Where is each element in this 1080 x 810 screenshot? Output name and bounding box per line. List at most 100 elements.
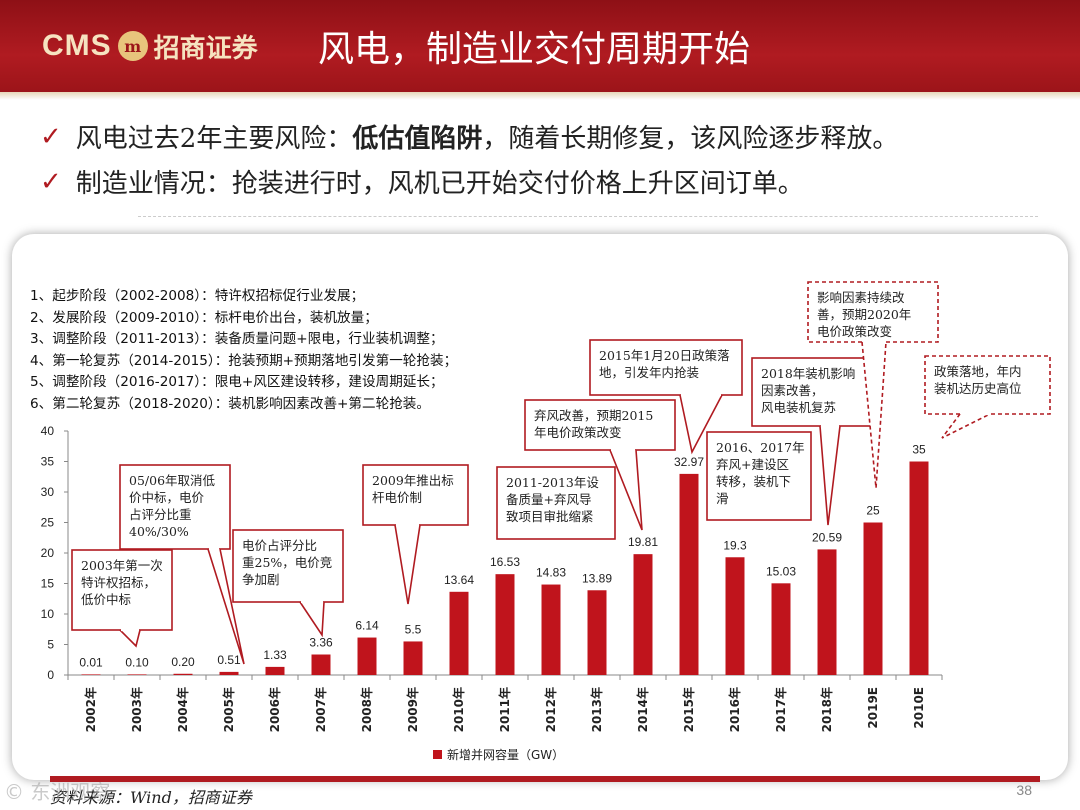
x-tick-label: 2015年 [681, 687, 696, 732]
bullet-1-prefix: 风电过去2年主要风险： [75, 124, 353, 154]
stage-item: 2、发展阶段（2009-2010）：标杆电价出台，装机放量； [30, 309, 378, 326]
stage-item: 1、起步阶段（2002-2008）：特许权招标促行业发展； [30, 288, 365, 304]
callout-text: 2003年第一次 [81, 558, 163, 573]
callout-pointer [941, 413, 991, 439]
callout-pointer [299, 601, 325, 638]
bar [909, 461, 929, 675]
callout-pointer [609, 449, 643, 531]
bullet-2-text: 制造业情况：抢装进行时，风机已开始交付价格上升区间订单。 [75, 169, 804, 199]
data-label: 13.89 [582, 571, 612, 585]
callout-box [71, 549, 173, 631]
x-tick-label: 2018年 [819, 687, 834, 732]
callout-text: 年电价政策改变 [534, 425, 622, 440]
legend-swatch [433, 750, 442, 759]
bar [357, 637, 377, 675]
callout-text: 善，预期2020年 [817, 307, 911, 322]
check-icon: ✓ [40, 121, 62, 152]
x-tick-label: 2014年 [635, 687, 650, 732]
logo-mark-icon: m [117, 31, 148, 61]
bullet-1-suffix: ，随着长期修复，该风险逐步释放。 [482, 124, 899, 154]
data-label: 19.81 [628, 535, 658, 549]
header-bar [0, 0, 1080, 92]
stage-item: 3、调整阶段（2011-2013）：装备质量问题+限电，行业装机调整； [30, 331, 444, 347]
callout-box [232, 529, 344, 603]
callout-text: 占评分比重 [129, 507, 192, 522]
callout-text: 政策落地，年内 [934, 364, 1022, 379]
data-label: 5.5 [405, 622, 422, 636]
callout-text: 2018年装机影响 [761, 366, 855, 381]
stage-list: 1、起步阶段（2002-2008）：特许权招标促行业发展； 2、发展阶段（200… [30, 286, 457, 415]
callout-text: 2015年1月20日政策落 [599, 348, 730, 363]
bullet-1-bold: 低估值陷阱 [352, 124, 483, 154]
callout-text: 低价中标 [81, 592, 131, 607]
callout-text: 2016、2017年 [716, 440, 805, 455]
callout-text: 特许权招标， [81, 575, 156, 590]
bar [311, 654, 331, 675]
y-tick-label: 20 [41, 546, 55, 560]
y-tick-label: 5 [47, 638, 54, 652]
data-label: 25 [866, 504, 880, 518]
callout-text: 影响因素持续改 [817, 290, 905, 305]
data-label: 6.14 [355, 619, 379, 633]
bar [771, 583, 791, 675]
data-label: 16.53 [490, 555, 520, 569]
callout-box [751, 357, 877, 427]
bar [725, 557, 745, 675]
y-tick-label: 25 [41, 516, 55, 530]
callout-text: 40%/30% [129, 524, 189, 539]
bar [679, 473, 699, 675]
bar [817, 549, 837, 675]
x-tick-label: 2019E [866, 687, 880, 729]
callout-text: 价中标，电价 [129, 490, 205, 505]
callout-text: 电价占评分比 [242, 538, 317, 553]
x-tick-label: 2010年 [451, 687, 466, 732]
x-tick-label: 2005年 [221, 687, 236, 732]
data-label: 35 [912, 443, 926, 457]
callout-pointer [394, 524, 421, 605]
bullet-2: ✓ 制造业情况：抢装进行时，风机已开始交付价格上升区间订单。 [40, 163, 804, 200]
callout-text: 电价政策改变 [817, 324, 892, 339]
stage-item: 6、第二轮复苏（2018-2020）：装机影响因素改善+第二轮抢装。 [30, 395, 430, 412]
callout-pointer [819, 425, 841, 526]
callout-text: 重25%，电价竞 [242, 555, 332, 570]
bar [633, 554, 653, 675]
bar [541, 584, 561, 675]
y-tick-label: 15 [41, 577, 55, 591]
data-label: 13.64 [444, 573, 474, 587]
cms-logo: CMS m 招商证券 [42, 24, 258, 68]
y-tick-label: 0 [47, 668, 54, 682]
x-tick-label: 2009年 [405, 687, 420, 732]
logo-cms-text: CMS [42, 29, 112, 62]
bullet-1: ✓ 风电过去2年主要风险： 低估值陷阱 ，随着长期修复，该风险逐步释放。 [40, 118, 898, 155]
check-icon: ✓ [40, 166, 62, 197]
header-divider [0, 92, 1080, 100]
callout-text: 地，引发年内抢装 [599, 365, 699, 380]
page-title: 风电，制造业交付周期开始 [318, 29, 751, 70]
callout-box [362, 464, 469, 526]
callout-pointer [207, 548, 245, 665]
data-label: 0.51 [217, 653, 241, 667]
callout-text: 2009年推出标 [372, 473, 454, 488]
data-label: 0.10 [125, 655, 149, 669]
data-label: 14.83 [536, 566, 566, 580]
callout-text: 转移，装机下 [716, 474, 791, 489]
bar [587, 590, 607, 675]
x-tick-label: 2006年 [267, 687, 282, 732]
y-tick-label: 35 [41, 455, 55, 469]
callout-pointer [679, 394, 723, 455]
x-tick-label: 2016年 [727, 687, 742, 732]
callout-text: 争加剧 [242, 572, 280, 587]
data-label: 1.33 [263, 648, 287, 662]
bar [265, 666, 285, 675]
legend-label: 新增并网容量（GW） [447, 747, 564, 762]
y-tick-label: 30 [41, 485, 55, 499]
callout-pointer [861, 341, 887, 489]
bar [863, 522, 883, 675]
source-note: 资料来源：Wind，招商证券 [50, 788, 252, 807]
watermark: © 东洲观察 [4, 780, 111, 804]
bar [127, 674, 147, 675]
callout-text: 装机达历史高位 [934, 381, 1022, 396]
x-tick-label: 2010E [912, 687, 926, 729]
data-label: 32.97 [674, 455, 704, 469]
